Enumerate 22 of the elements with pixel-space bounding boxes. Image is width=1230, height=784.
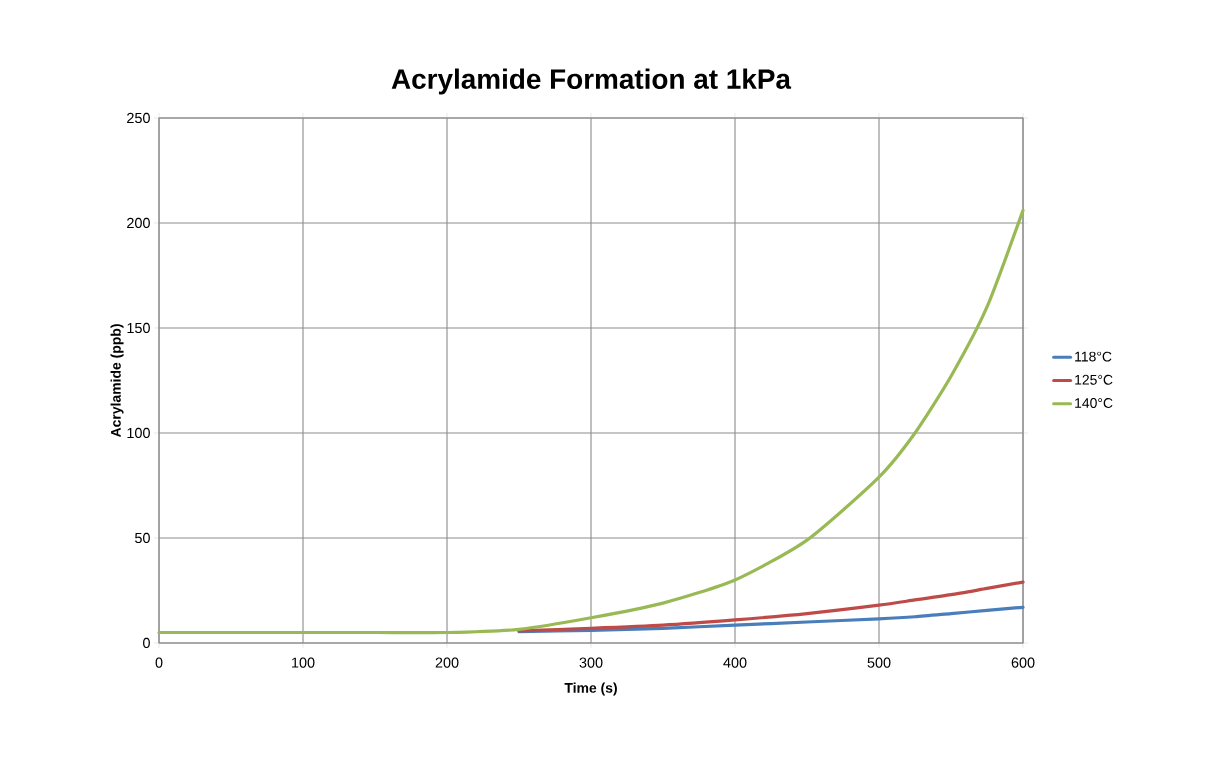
chart-title: Acrylamide Formation at 1kPa (391, 68, 792, 95)
x-tick-label: 600 (1011, 657, 1035, 668)
x-tick-label: 200 (435, 657, 459, 668)
legend-label: 140°C (1075, 398, 1113, 408)
y-tick-label: 100 (127, 427, 150, 439)
y-tick-label: 0 (143, 637, 150, 649)
x-tick-label: 0 (155, 657, 163, 668)
y-tick-label: 50 (135, 532, 150, 544)
x-tick-label: 500 (867, 657, 891, 668)
legend-label: 118°C (1075, 351, 1112, 362)
y-tick-label: 250 (127, 112, 150, 124)
x-tick-label: 300 (579, 657, 603, 668)
x-tick-label: 100 (292, 657, 315, 668)
legend-label: 125°C (1075, 374, 1113, 385)
y-tick-label: 200 (127, 217, 150, 229)
y-axis-title: Acrylamide (ppb) (110, 324, 124, 438)
x-axis-title: Time (s) (564, 682, 617, 696)
x-tick-label: 400 (723, 657, 747, 668)
y-tick-label: 150 (127, 322, 150, 334)
line-series (517, 580, 1025, 633)
line-series (157, 208, 1025, 635)
line-series (517, 605, 1025, 634)
